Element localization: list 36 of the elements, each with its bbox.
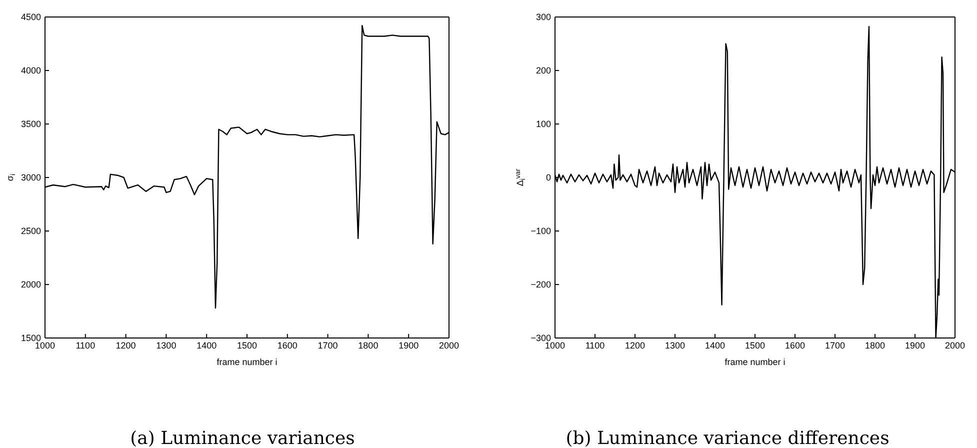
y-tick-label: 2000: [20, 280, 41, 290]
x-tick-label: 1300: [156, 340, 176, 350]
x-tick-label: 1400: [196, 340, 217, 350]
x-tick-label: 1900: [904, 340, 926, 350]
y-tick-label: 4500: [20, 12, 41, 22]
y-tick-label: 200: [536, 66, 551, 76]
y-tick-label: 2500: [20, 226, 41, 236]
y-tick-label: 3000: [20, 172, 41, 183]
x-tick-label: 1100: [585, 340, 605, 350]
x-tick-label: 1400: [704, 340, 726, 350]
text: (a) Luminance variances: [129, 428, 356, 448]
x-axis-title: frame number i: [724, 357, 786, 367]
y-tick-label: 3500: [20, 119, 41, 130]
x-axis-title: frame number i: [216, 357, 278, 367]
x-tick-label: 1800: [864, 340, 886, 350]
x-tick-label: 1600: [784, 340, 806, 350]
text: (b) Luminance variance differences: [564, 428, 890, 448]
x-tick-label: 1300: [664, 340, 686, 350]
x-tick-label: 2000: [438, 340, 460, 350]
x-tick-label: 1700: [318, 340, 338, 350]
x-tick-label: 1500: [744, 340, 766, 350]
x-tick-label: 1200: [624, 340, 646, 350]
y-tick-label: 100: [536, 119, 551, 130]
y-tick-label: 0: [546, 172, 551, 183]
x-tick-label: 2000: [944, 340, 966, 350]
x-tick-label: 1700: [824, 340, 846, 350]
x-tick-label: 1100: [76, 340, 96, 350]
y-tick-label: 300: [536, 12, 551, 22]
y-tick-label: 4000: [20, 66, 41, 76]
y-tick-label: −200: [530, 280, 551, 290]
y-tick-label: −100: [530, 226, 551, 236]
x-tick-label: 1600: [277, 340, 298, 350]
x-tick-label: 1900: [398, 340, 419, 350]
x-tick-label: 1500: [236, 340, 258, 350]
x-tick-label: 1200: [116, 340, 136, 350]
x-tick-label: 1800: [358, 340, 378, 350]
